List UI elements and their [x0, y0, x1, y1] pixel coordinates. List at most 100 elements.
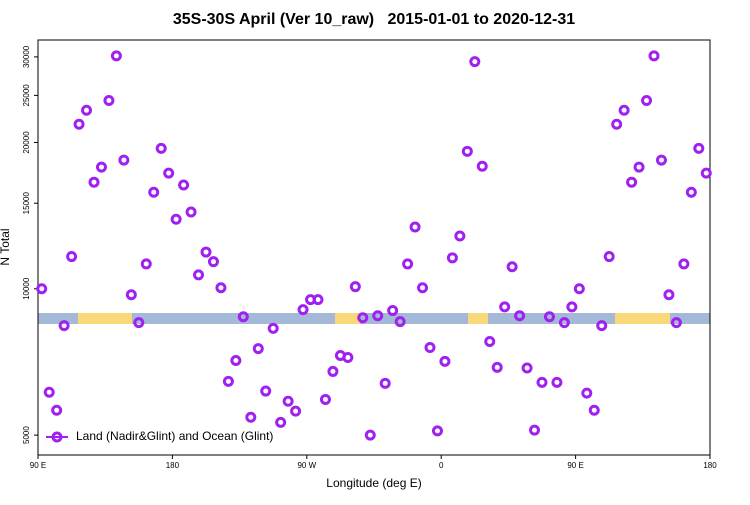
point	[693, 142, 705, 154]
point	[275, 416, 287, 428]
point	[357, 312, 369, 324]
point	[148, 186, 160, 198]
point	[36, 283, 48, 295]
point	[327, 365, 339, 377]
point	[215, 282, 227, 294]
point	[536, 376, 548, 388]
point	[312, 294, 324, 306]
point	[454, 230, 466, 242]
point	[685, 186, 697, 198]
land-patch	[335, 313, 360, 324]
point	[43, 386, 55, 398]
x-tick-label: 180	[703, 461, 717, 470]
point	[103, 95, 115, 107]
x-axis-label: Longitude (deg E)	[326, 476, 421, 490]
y-axis-label: N Total	[0, 228, 12, 265]
point	[245, 411, 257, 423]
point	[387, 305, 399, 317]
point	[207, 256, 219, 268]
point	[252, 343, 264, 355]
legend-label: Land (Nadir&Glint) and Ocean (Glint)	[76, 429, 273, 443]
x-tick-label: 0	[439, 461, 444, 470]
point	[372, 310, 384, 322]
y-tick-label: 30000	[22, 45, 31, 68]
point	[58, 320, 70, 332]
point	[529, 424, 541, 436]
point	[81, 104, 93, 116]
point	[95, 161, 107, 173]
point	[230, 354, 242, 366]
point	[379, 377, 391, 389]
point	[514, 310, 526, 322]
point	[170, 213, 182, 225]
point	[290, 405, 302, 417]
point	[476, 160, 488, 172]
point	[655, 154, 667, 166]
point	[670, 317, 682, 329]
point	[603, 251, 615, 263]
point	[543, 311, 555, 323]
point	[573, 283, 585, 295]
point	[611, 118, 623, 130]
point	[178, 179, 190, 191]
legend-marker	[51, 431, 63, 443]
point	[237, 311, 249, 323]
y-tick-label: 20000	[22, 131, 31, 154]
point	[648, 50, 660, 62]
point	[551, 376, 563, 388]
point	[402, 258, 414, 270]
point	[484, 336, 496, 348]
point	[558, 317, 570, 329]
point	[125, 289, 137, 301]
point	[596, 320, 608, 332]
land-patch	[468, 313, 488, 324]
point	[200, 246, 212, 258]
point	[521, 362, 533, 374]
point	[282, 395, 294, 407]
point	[491, 361, 503, 373]
point	[446, 252, 458, 264]
point	[633, 161, 645, 173]
point	[297, 304, 309, 316]
y-tick-label: 10000	[22, 277, 31, 300]
point	[133, 317, 145, 329]
point	[409, 221, 421, 233]
y-tick-label: 15000	[22, 192, 31, 215]
x-tick-label: 180	[166, 461, 180, 470]
point	[66, 251, 78, 263]
land-patch	[78, 313, 132, 324]
point	[51, 404, 63, 416]
point	[267, 322, 279, 334]
x-tick-label: 90 E	[567, 461, 583, 470]
point	[163, 167, 175, 179]
point	[626, 176, 638, 188]
point	[110, 50, 122, 62]
plot-frame	[37, 39, 711, 456]
point	[417, 282, 429, 294]
y-tick-label: 25000	[22, 84, 31, 107]
point	[618, 104, 630, 116]
point	[499, 301, 511, 313]
point	[700, 167, 712, 179]
x-tick-label: 90 W	[297, 461, 316, 470]
point	[581, 387, 593, 399]
point	[424, 342, 436, 354]
point	[663, 289, 675, 301]
point	[431, 425, 443, 437]
point	[641, 95, 653, 107]
point	[364, 429, 376, 441]
y-tick-label: 5000	[22, 426, 31, 444]
point	[222, 375, 234, 387]
point	[88, 176, 100, 188]
point	[73, 118, 85, 130]
x-tick-label: 90 E	[30, 461, 46, 470]
point	[469, 56, 481, 68]
point	[439, 355, 451, 367]
point	[394, 316, 406, 328]
point	[566, 301, 578, 313]
point	[349, 281, 361, 293]
point	[506, 261, 518, 273]
point	[342, 352, 354, 364]
chart-title: 35S-30S April (Ver 10_raw) 2015-01-01 to…	[173, 11, 575, 28]
point	[185, 206, 197, 218]
